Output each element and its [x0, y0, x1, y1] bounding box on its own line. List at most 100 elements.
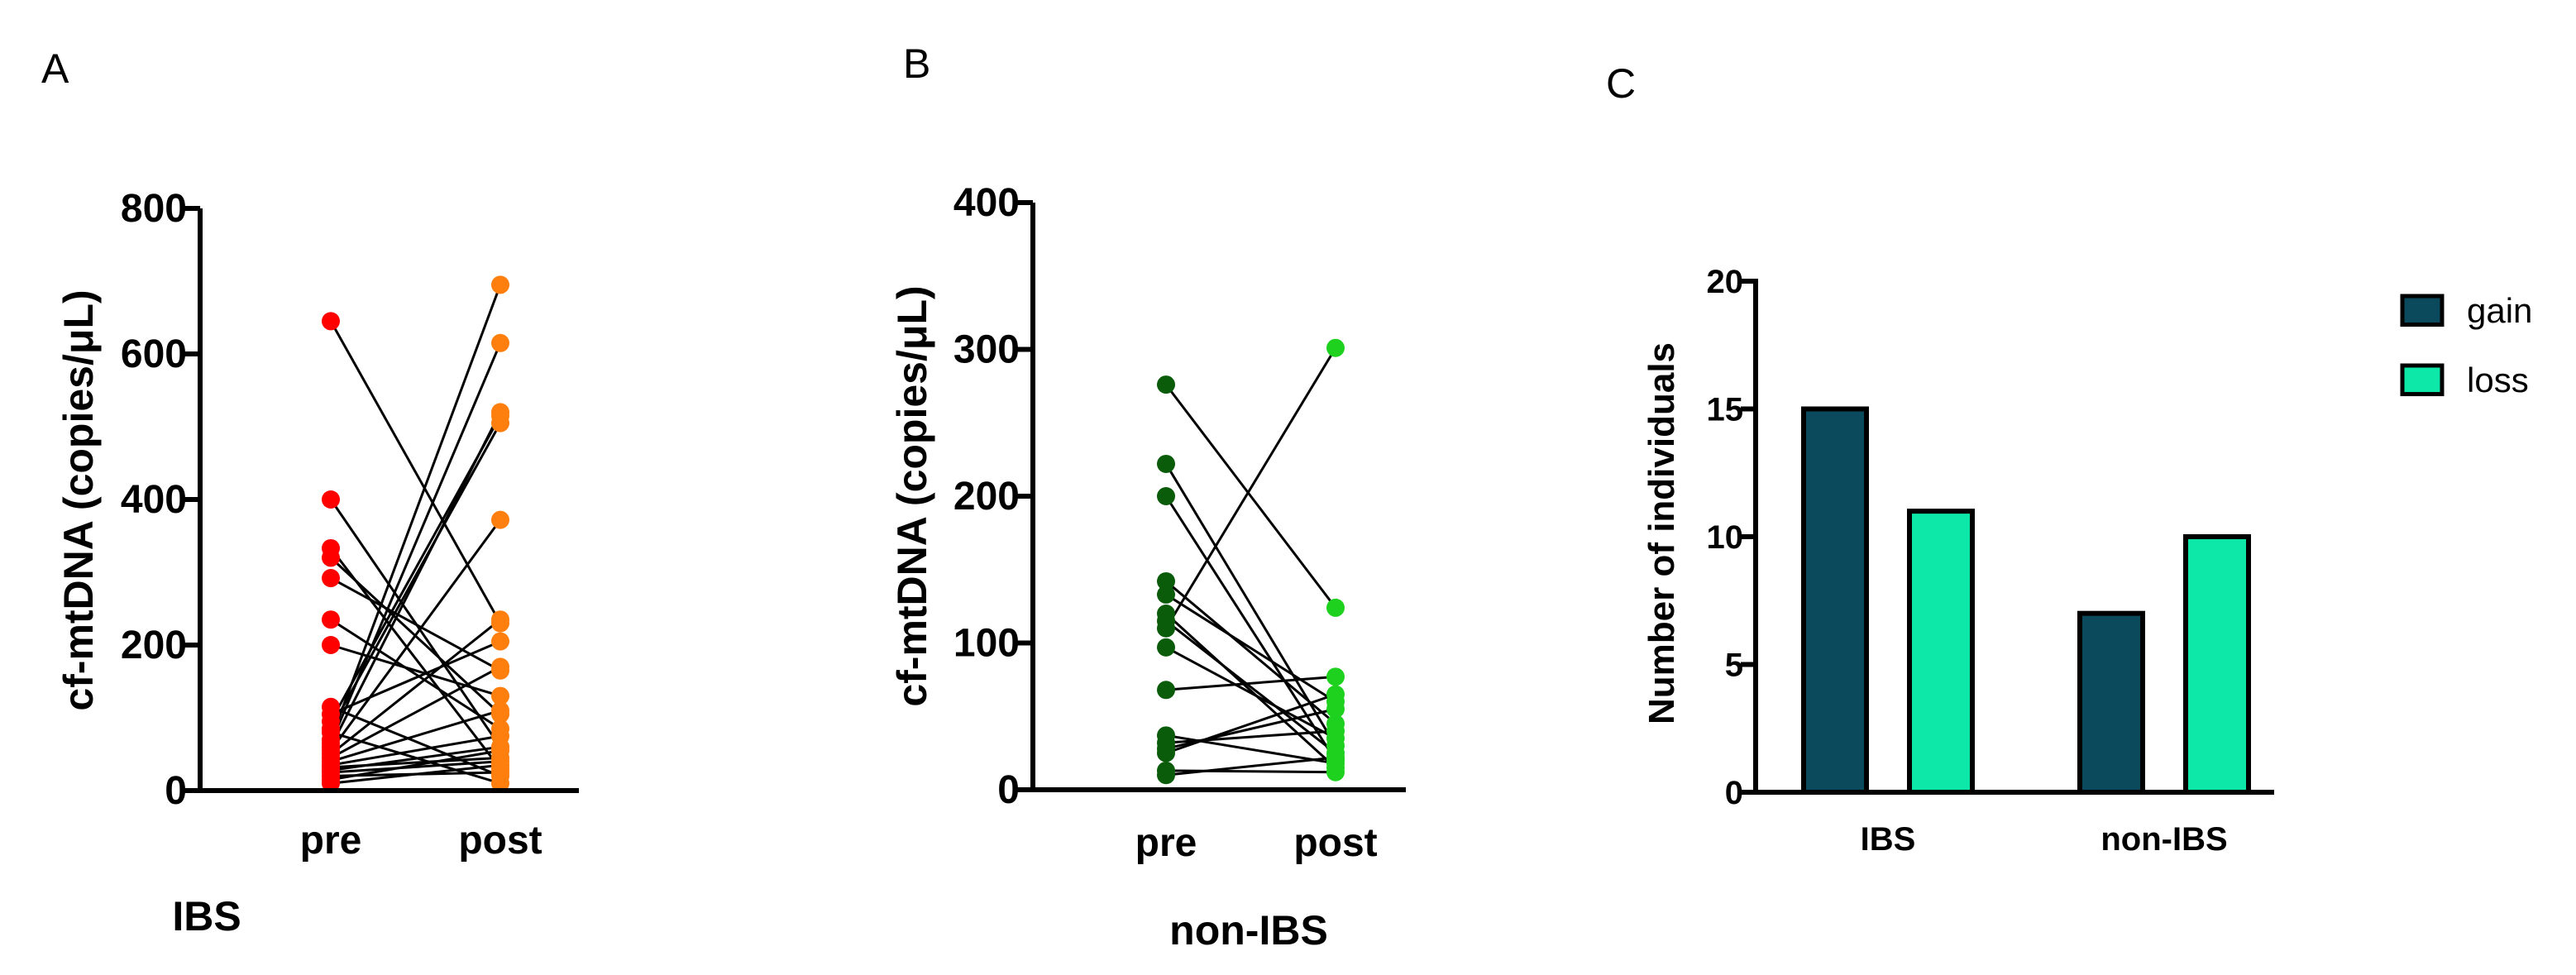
panel-b-pair-line-2 — [1164, 495, 1337, 762]
panel-b-pair-line-9 — [1165, 675, 1336, 691]
panel-c-y-tick-label-0: 0 — [1725, 775, 1743, 811]
panel-b-y-tick-label-2: 200 — [953, 475, 1020, 519]
panel-a-post-point-17 — [491, 657, 509, 676]
panel-a-label: A — [41, 45, 69, 92]
panel-a: A IBS cf-mtDNA (copies/μL) 0 200 400 600 800… — [41, 45, 579, 939]
panel-b-pair-line-8 — [1165, 646, 1336, 740]
panel-a-pair-line-14 — [329, 411, 502, 748]
panel-a-post-point-14 — [491, 403, 509, 422]
panel-a-y-tick-label-1: 200 — [121, 624, 187, 667]
panel-a-pair-line-12 — [329, 284, 502, 740]
panel-b-post-point-14 — [1326, 762, 1345, 781]
panel-a-pair-line-19 — [330, 734, 501, 767]
panel-b-y-tick-label-1: 100 — [953, 622, 1020, 666]
panel-b-post-point-0 — [1326, 598, 1345, 617]
panel-b-y-axis-title: cf-mtDNA (copies/μL) — [889, 285, 935, 706]
panel-a-post-point-15 — [491, 510, 509, 529]
panel-b-y-tick-label-4: 400 — [953, 181, 1020, 225]
legend-swatch-loss — [2400, 363, 2445, 397]
panel-a-pair-line-0 — [329, 320, 502, 624]
panel-c-y-tick-label-2: 10 — [1707, 519, 1744, 556]
panel-a-post-point-6 — [491, 686, 509, 705]
panel-a-y-tick-label-0: 0 — [165, 769, 187, 813]
panel-c-bar-loss-non-IBS — [2183, 534, 2251, 795]
panel-c-y-axis-title: Number of individuals — [1642, 342, 1682, 724]
panel-b-post-point-11 — [1326, 722, 1345, 740]
panel-a-y-tick-label-3: 600 — [121, 332, 187, 376]
panel-c-x-category-non-IBS: non-IBS — [2100, 821, 2227, 858]
panel-a-pair-line-13 — [329, 342, 502, 744]
panel-c: C Number of individuals 0 5 10 15 20 IBS non-… — [1606, 60, 2532, 858]
panel-a-pre-point-6 — [322, 636, 340, 654]
panel-a-x-category-post: post — [458, 819, 542, 863]
panel-b-y-ticks: 0 100 200 300 400 — [953, 181, 1033, 812]
panel-a-post-point-24 — [491, 741, 509, 760]
panel-c-bar-gain-IBS — [1801, 406, 1869, 795]
panel-a-post-point-16 — [491, 610, 509, 629]
panel-b-x-categories: pre post — [1135, 821, 1378, 865]
panel-c-x-categories: IBS non-IBS — [1861, 821, 2228, 858]
panel-a-pair-lines — [329, 284, 502, 785]
panel-b-x-axis-title: non-IBS — [1169, 907, 1328, 953]
panel-b-pre-point-3 — [1157, 571, 1175, 590]
panel-a-pair-line-15 — [329, 519, 502, 752]
panel-b-pre-point-9 — [1157, 681, 1175, 700]
panel-c-bar-loss-IBS — [1907, 509, 1975, 795]
panel-c-bars — [1801, 406, 2251, 796]
panel-a-pair-line-24 — [330, 749, 501, 781]
panel-b-pre-point-4 — [1157, 585, 1175, 604]
panel-b-post-point-15 — [1326, 748, 1345, 767]
panel-b-pair-line-11 — [1165, 729, 1336, 744]
panel-b-pre-point-0 — [1157, 375, 1175, 394]
panel-c-bar-gain-non-IBS — [2077, 610, 2145, 796]
panel-b-pair-line-4 — [1165, 593, 1336, 703]
panel-a-pair-line-25 — [330, 763, 501, 785]
panel-a-x-categories: pre post — [300, 819, 542, 863]
panel-b-pre-point-15 — [1157, 766, 1175, 785]
panel-a-y-tick-label-4: 800 — [121, 187, 187, 231]
panel-b-post-point-12 — [1326, 700, 1345, 719]
panel-b-x-category-post: post — [1293, 821, 1377, 865]
legend-label-gain: gain — [2467, 291, 2532, 330]
panel-b-pair-line-3 — [1165, 580, 1336, 725]
legend-swatch-gain — [2400, 294, 2445, 327]
panel-a-pre-point-0 — [322, 312, 340, 331]
panel-b-pair-lines — [1164, 347, 1337, 777]
panel-a-x-category-pre: pre — [300, 819, 362, 863]
panel-a-pre-point-5 — [322, 610, 340, 629]
panel-c-y-ticks: 0 5 10 15 20 — [1707, 264, 1756, 811]
panel-b-points — [1157, 338, 1345, 785]
panel-b-x-category-pre: pre — [1135, 821, 1197, 865]
panel-c-y-tick-label-1: 5 — [1725, 648, 1743, 684]
panel-a-pre-point-25 — [322, 774, 340, 793]
panel-a-pair-line-16 — [330, 619, 501, 756]
panel-b-pre-point-7 — [1157, 619, 1175, 638]
panel-a-post-point-13 — [491, 333, 509, 352]
panel-b-post-point-13 — [1326, 685, 1345, 704]
panel-a-pair-line-18 — [330, 709, 501, 763]
panel-a-post-point-8 — [491, 632, 509, 651]
panel-c-y-tick-label-4: 20 — [1707, 264, 1744, 300]
panel-b-label: B — [903, 41, 930, 87]
panel-b-pre-point-2 — [1157, 487, 1175, 505]
panel-a-y-ticks: 0 200 400 600 800 — [121, 187, 200, 813]
panel-a-pre-point-4 — [322, 569, 340, 588]
panel-a-pair-line-4 — [330, 576, 501, 672]
panel-b-pair-line-7 — [1164, 347, 1337, 629]
panel-a-y-axis-title: cf-mtDNA (copies/μL) — [55, 289, 102, 710]
panel-b-post-point-7 — [1326, 338, 1345, 357]
panel-b-pair-line-15 — [1165, 756, 1336, 777]
panel-a-pair-line-5 — [330, 618, 501, 730]
panel-c-x-category-IBS: IBS — [1861, 821, 1916, 858]
panel-a-points — [322, 275, 509, 793]
panel-c-label: C — [1606, 60, 1636, 107]
panel-b-y-tick-label-0: 0 — [997, 768, 1020, 812]
panel-b-pair-line-5 — [1164, 612, 1337, 769]
panel-b: B non-IBS cf-mtDNA (copies/μL) 0 100 200 30… — [889, 41, 1406, 953]
panel-b-pre-point-13 — [1157, 743, 1175, 762]
panel-a-pair-line-8 — [330, 640, 501, 715]
panel-a-pair-line-22 — [330, 760, 501, 774]
panel-b-pair-line-12 — [1165, 707, 1336, 750]
panel-a-pre-point-1 — [322, 490, 340, 509]
